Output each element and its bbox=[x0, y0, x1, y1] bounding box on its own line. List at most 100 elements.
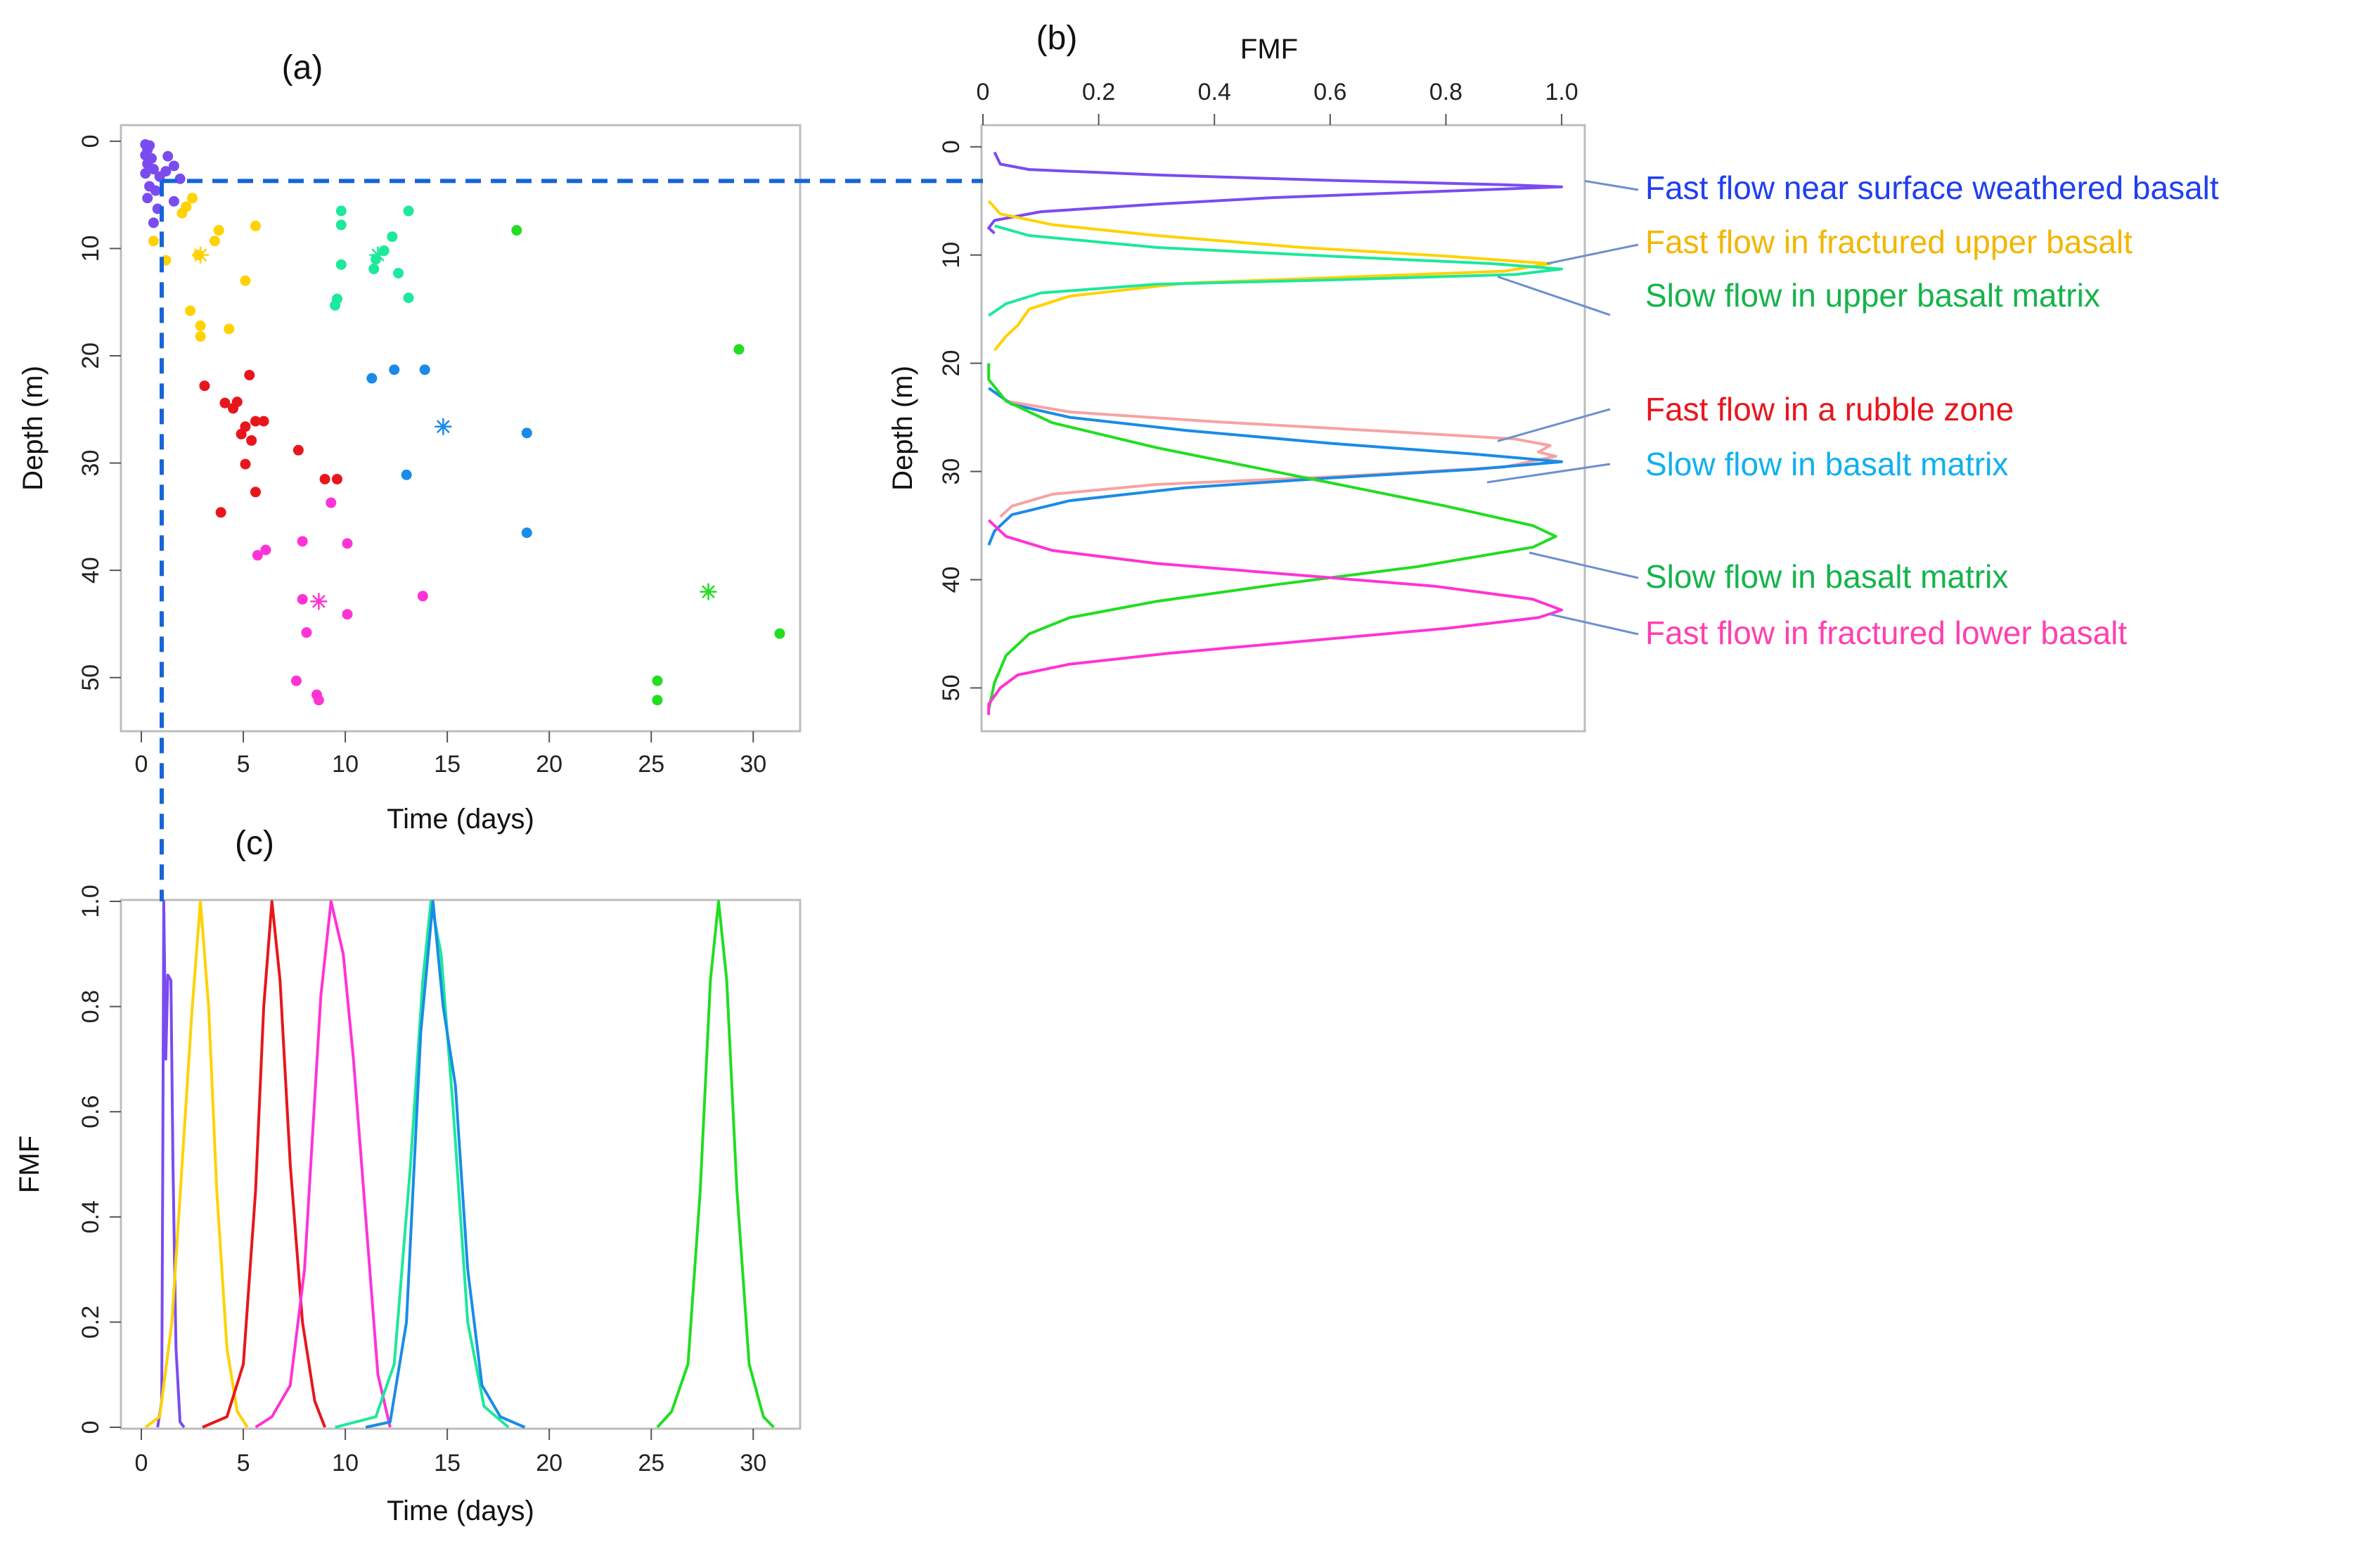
panel-c-xlabel: Time (days) bbox=[387, 1495, 534, 1526]
panel-a-points bbox=[140, 139, 785, 706]
panel-c-ticks: 0 5 10 15 20 25 30 0 0.2 0.4 0.6 0.8 1.0 bbox=[77, 884, 766, 1477]
panel-a-point bbox=[252, 550, 263, 561]
panel-c-xtick-label: 5 bbox=[237, 1450, 250, 1477]
panel-a-point bbox=[331, 473, 342, 484]
panel-c-xtick-label: 15 bbox=[434, 1450, 461, 1477]
panel-a-point bbox=[342, 538, 353, 549]
panel-a-point bbox=[142, 193, 153, 204]
panel-b-ytick-label: 20 bbox=[938, 350, 965, 377]
panel-a-point bbox=[174, 173, 186, 184]
annotation-leader-line bbox=[1584, 179, 1639, 191]
panel-c-frame bbox=[120, 899, 802, 1430]
panel-b-xtick-label: 1.0 bbox=[1545, 79, 1578, 105]
annotation-leader-line bbox=[1546, 243, 1639, 265]
panel-a-point bbox=[290, 675, 302, 686]
panel-c-xtick-label: 20 bbox=[536, 1450, 562, 1477]
panel-b-lines: 0 0.2 0.4 0.6 0.8 1.0 0 10 20 30 40 50 FMF Depth (m… bbox=[887, 34, 1586, 733]
panel-a-point bbox=[148, 217, 159, 229]
panel-a-point bbox=[335, 219, 347, 231]
panel-a-point bbox=[417, 591, 428, 602]
annotation-leader-line bbox=[1550, 613, 1639, 636]
panel-a-point bbox=[228, 403, 239, 414]
panel-c-xtick-label: 10 bbox=[332, 1450, 359, 1477]
panel-b-xtick-label: 0.4 bbox=[1198, 79, 1231, 105]
panel-a-point bbox=[387, 231, 398, 243]
panel-a-point bbox=[652, 695, 663, 706]
panel-a-point bbox=[301, 627, 312, 638]
panel-a-point bbox=[319, 473, 330, 484]
panel-a-point bbox=[342, 609, 353, 620]
panel-a-point bbox=[368, 263, 380, 274]
panel-a-ytick-label: 0 bbox=[77, 134, 104, 148]
panel-a-point bbox=[389, 364, 400, 375]
panel-a-ytick-label: 20 bbox=[77, 342, 104, 369]
panel-a-point bbox=[240, 458, 251, 470]
panel-a-label: (a) bbox=[282, 49, 323, 86]
panel-a-xtick-label: 25 bbox=[638, 751, 664, 778]
panel-b-ytick-label: 30 bbox=[938, 458, 965, 485]
annotation-label: Slow flow in upper basalt matrix bbox=[1645, 277, 2100, 314]
panel-b-xlabel: FMF bbox=[1240, 34, 1298, 65]
annotation-leader-line bbox=[1486, 463, 1611, 484]
panel-a-point bbox=[258, 416, 269, 427]
panel-a-point bbox=[297, 536, 308, 547]
panel-c-series-line bbox=[365, 900, 526, 1429]
panel-c-ytick-label: 0.8 bbox=[77, 990, 104, 1023]
panel-a-point bbox=[403, 292, 414, 304]
panel-c-lines: 0 5 10 15 20 25 30 0 0.2 0.4 0.6 0.8 1.0 Time (days)… bbox=[14, 884, 802, 1526]
panel-a-star-marker bbox=[700, 583, 717, 600]
panel-c-xtick-label: 0 bbox=[135, 1450, 148, 1477]
panel-a-xlabel: Time (days) bbox=[387, 804, 534, 835]
panel-a-point bbox=[403, 205, 414, 217]
panel-a-ytick-label: 10 bbox=[77, 236, 104, 262]
panel-a-point bbox=[521, 527, 532, 539]
panel-a-point bbox=[240, 275, 251, 286]
panel-a-point bbox=[521, 427, 532, 439]
panel-a-point bbox=[215, 507, 226, 518]
panel-a-point bbox=[195, 320, 206, 331]
panel-a-star-marker bbox=[435, 418, 452, 435]
panel-b-series-line bbox=[987, 363, 1557, 710]
panel-c-xtick-label: 30 bbox=[740, 1450, 766, 1477]
panel-b-series-line bbox=[999, 399, 1557, 518]
panel-b-curves bbox=[987, 151, 1564, 715]
panel-c-curves bbox=[144, 900, 775, 1429]
annotation-leader-line bbox=[1497, 276, 1611, 316]
panel-a-point bbox=[250, 416, 261, 427]
panel-c-ytick-label: 0 bbox=[77, 1421, 104, 1434]
annotation-label: Slow flow in basalt matrix bbox=[1645, 446, 2008, 482]
panel-b-ytick-label: 10 bbox=[938, 242, 965, 269]
panel-a-point bbox=[219, 397, 231, 408]
panel-a-point bbox=[148, 164, 159, 175]
panel-a-ytick-label: 30 bbox=[77, 450, 104, 477]
panel-a-point bbox=[419, 364, 430, 375]
panel-a-point bbox=[652, 675, 663, 686]
panel-a-point bbox=[162, 150, 174, 162]
panel-b-series-line bbox=[987, 519, 1564, 715]
panel-b-series-line bbox=[987, 200, 1552, 352]
panel-c-ytick-label: 0.2 bbox=[77, 1306, 104, 1339]
annotation-label: Fast flow near surface weathered basalt bbox=[1645, 169, 2219, 206]
panel-a-point bbox=[733, 344, 745, 355]
panel-a-point bbox=[176, 207, 188, 219]
annotation-leader-line bbox=[1529, 551, 1639, 579]
panel-a-ticks: 0 5 10 15 20 25 30 0 10 20 30 40 50 bbox=[77, 134, 766, 778]
panel-a-point bbox=[774, 628, 785, 639]
panel-c-ytick-label: 1.0 bbox=[77, 884, 104, 918]
panel-b-series-line bbox=[988, 224, 1564, 317]
panel-a-star-marker bbox=[192, 246, 210, 264]
panel-b-label: (b) bbox=[1036, 20, 1078, 57]
panel-a-point bbox=[168, 160, 179, 172]
panel-c-ylabel: FMF bbox=[14, 1136, 45, 1193]
panel-c-series-line bbox=[156, 900, 186, 1429]
annotation-labels: Fast flow near surface weathered basalt F… bbox=[1486, 169, 2219, 651]
panel-a-point bbox=[140, 168, 151, 179]
panel-a-point bbox=[292, 444, 304, 456]
panel-b-series-line bbox=[987, 151, 1564, 235]
panel-a-xtick-label: 30 bbox=[740, 751, 766, 778]
panel-a-point bbox=[366, 373, 378, 384]
panel-b-frame bbox=[980, 124, 1586, 733]
annotation-label: Fast flow in fractured upper basalt bbox=[1645, 224, 2133, 260]
panel-b-ytick-label: 50 bbox=[938, 675, 965, 702]
